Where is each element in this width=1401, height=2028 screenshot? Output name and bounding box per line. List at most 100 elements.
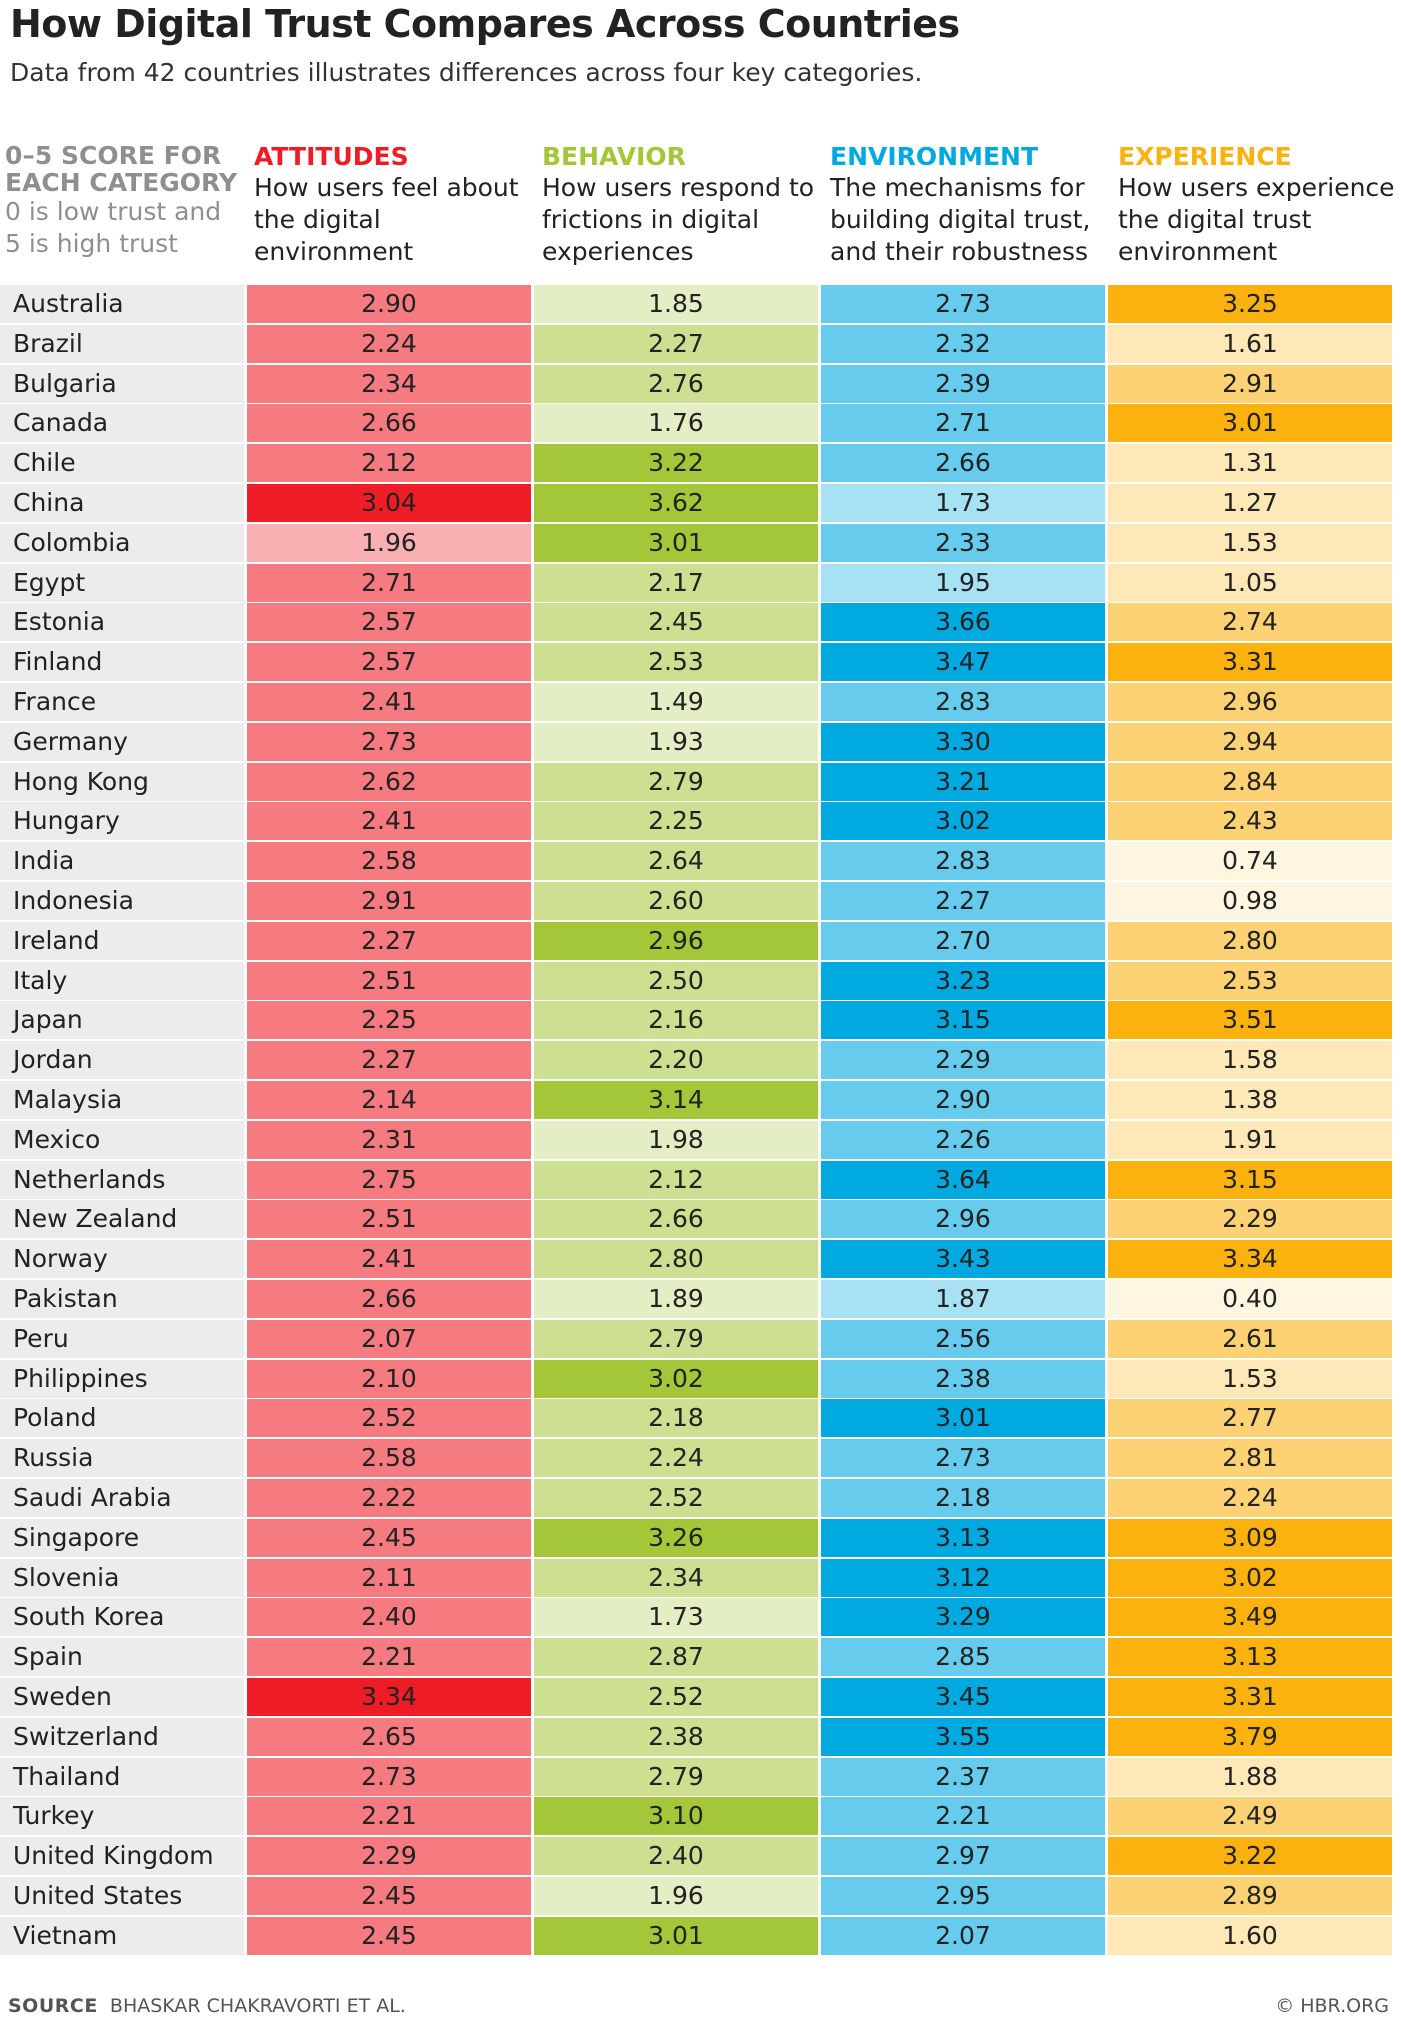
score-cell-attitudes: 2.21 <box>247 1797 531 1836</box>
score-cell-attitudes: 2.41 <box>247 1240 531 1279</box>
column-label-behavior: BEHAVIOR <box>542 142 686 171</box>
score-cell-attitudes: 2.27 <box>247 1041 531 1080</box>
score-cell-behavior: 2.96 <box>534 921 818 960</box>
score-cell-behavior: 3.62 <box>534 484 818 522</box>
score-cell-attitudes: 2.45 <box>247 1518 531 1557</box>
score-cell-behavior: 2.40 <box>534 1837 818 1876</box>
score-cell-environment: 3.12 <box>821 1558 1105 1597</box>
table-row: Turkey 2.21 3.10 2.21 2.49 <box>0 1797 1401 1836</box>
score-cell-environment: 2.39 <box>821 364 1105 403</box>
score-cell-environment: 2.33 <box>821 523 1105 562</box>
country-name: Brazil <box>0 324 244 363</box>
score-cell-attitudes: 3.34 <box>247 1678 531 1716</box>
table-row: United Kingdom 2.29 2.40 2.97 3.22 <box>0 1837 1401 1876</box>
table-row: Estonia 2.57 2.45 3.66 2.74 <box>0 603 1401 642</box>
column-header-experience: EXPERIENCE How users experience the digi… <box>1118 142 1401 268</box>
table-row: Japan 2.25 2.16 3.15 3.51 <box>0 1001 1401 1040</box>
table-row: Italy 2.51 2.50 3.23 2.53 <box>0 961 1401 1000</box>
score-cell-experience: 1.53 <box>1108 1359 1392 1398</box>
country-name: Ireland <box>0 921 244 960</box>
score-cell-experience: 2.77 <box>1108 1399 1392 1438</box>
score-cell-environment: 2.70 <box>821 921 1105 960</box>
score-cell-behavior: 2.52 <box>534 1678 818 1716</box>
score-cell-attitudes: 2.57 <box>247 603 531 642</box>
score-cell-attitudes: 2.07 <box>247 1319 531 1358</box>
column-header-behavior: BEHAVIOR How users respond to frictions … <box>542 142 822 268</box>
score-cell-environment: 2.97 <box>821 1837 1105 1876</box>
score-cell-behavior: 1.73 <box>534 1598 818 1637</box>
score-cell-environment: 2.95 <box>821 1877 1105 1915</box>
score-cell-attitudes: 2.62 <box>247 762 531 801</box>
score-cell-experience: 3.31 <box>1108 1678 1392 1716</box>
table-row: Finland 2.57 2.53 3.47 3.31 <box>0 643 1401 682</box>
score-cell-experience: 1.27 <box>1108 484 1392 522</box>
table-row: Germany 2.73 1.93 3.30 2.94 <box>0 722 1401 761</box>
column-label-attitudes: ATTITUDES <box>254 142 409 171</box>
score-cell-environment: 3.23 <box>821 961 1105 1000</box>
country-name: Estonia <box>0 603 244 642</box>
country-name: Egypt <box>0 563 244 602</box>
score-cell-behavior: 2.25 <box>534 802 818 841</box>
country-name: Bulgaria <box>0 364 244 403</box>
country-name: Colombia <box>0 523 244 562</box>
table-row: Poland 2.52 2.18 3.01 2.77 <box>0 1399 1401 1438</box>
country-name: Malaysia <box>0 1081 244 1119</box>
country-name: Netherlands <box>0 1160 244 1199</box>
score-cell-experience: 2.80 <box>1108 921 1392 960</box>
score-cell-behavior: 2.12 <box>534 1160 818 1199</box>
score-cell-behavior: 2.17 <box>534 563 818 602</box>
score-cell-experience: 3.22 <box>1108 1837 1392 1876</box>
table-row: Norway 2.41 2.80 3.43 3.34 <box>0 1240 1401 1279</box>
country-name: Norway <box>0 1240 244 1279</box>
score-cell-experience: 2.61 <box>1108 1319 1392 1358</box>
score-cell-environment: 2.90 <box>821 1081 1105 1119</box>
score-cell-attitudes: 2.14 <box>247 1081 531 1119</box>
country-name: Slovenia <box>0 1558 244 1597</box>
country-name: Switzerland <box>0 1717 244 1756</box>
score-cell-environment: 3.01 <box>821 1399 1105 1438</box>
score-cell-environment: 2.83 <box>821 842 1105 881</box>
table-row: Mexico 2.31 1.98 2.26 1.91 <box>0 1120 1401 1159</box>
score-cell-environment: 2.27 <box>821 882 1105 920</box>
score-cell-behavior: 3.01 <box>534 1916 818 1955</box>
score-cell-experience: 0.74 <box>1108 842 1392 881</box>
score-cell-attitudes: 3.04 <box>247 484 531 522</box>
country-name: Peru <box>0 1319 244 1358</box>
score-cell-attitudes: 2.41 <box>247 683 531 721</box>
score-cell-behavior: 1.98 <box>534 1120 818 1159</box>
country-name: Japan <box>0 1001 244 1040</box>
score-cell-attitudes: 2.11 <box>247 1558 531 1597</box>
score-cell-behavior: 2.80 <box>534 1240 818 1279</box>
score-cell-experience: 1.05 <box>1108 563 1392 602</box>
score-cell-behavior: 2.27 <box>534 324 818 363</box>
score-cell-environment: 3.21 <box>821 762 1105 801</box>
country-name: France <box>0 683 244 721</box>
table-row: Russia 2.58 2.24 2.73 2.81 <box>0 1439 1401 1478</box>
score-cell-attitudes: 2.51 <box>247 961 531 1000</box>
score-cell-behavior: 2.34 <box>534 1558 818 1597</box>
score-cell-behavior: 3.26 <box>534 1518 818 1557</box>
credit: © HBR.ORG <box>1275 1995 1389 2017</box>
column-header-attitudes: ATTITUDES How users feel about the digit… <box>254 142 534 268</box>
score-cell-environment: 2.85 <box>821 1638 1105 1677</box>
table-row: New Zealand 2.51 2.66 2.96 2.29 <box>0 1200 1401 1239</box>
score-cell-behavior: 3.14 <box>534 1081 818 1119</box>
score-cell-experience: 1.38 <box>1108 1081 1392 1119</box>
country-name: Turkey <box>0 1797 244 1836</box>
score-cell-experience: 2.74 <box>1108 603 1392 642</box>
score-cell-attitudes: 2.27 <box>247 921 531 960</box>
score-cell-experience: 2.89 <box>1108 1877 1392 1915</box>
score-cell-environment: 1.95 <box>821 563 1105 602</box>
source-note: SOURCE BHASKAR CHAKRAVORTI ET AL. <box>8 1995 406 2017</box>
score-cell-experience: 1.31 <box>1108 444 1392 483</box>
country-name: United States <box>0 1877 244 1915</box>
score-cell-behavior: 2.24 <box>534 1439 818 1478</box>
score-cell-environment: 2.73 <box>821 285 1105 323</box>
score-cell-environment: 2.21 <box>821 1797 1105 1836</box>
score-cell-behavior: 3.02 <box>534 1359 818 1398</box>
score-cell-behavior: 2.18 <box>534 1399 818 1438</box>
score-cell-attitudes: 2.91 <box>247 882 531 920</box>
score-cell-behavior: 1.93 <box>534 722 818 761</box>
score-cell-environment: 3.29 <box>821 1598 1105 1637</box>
score-cell-experience: 1.91 <box>1108 1120 1392 1159</box>
